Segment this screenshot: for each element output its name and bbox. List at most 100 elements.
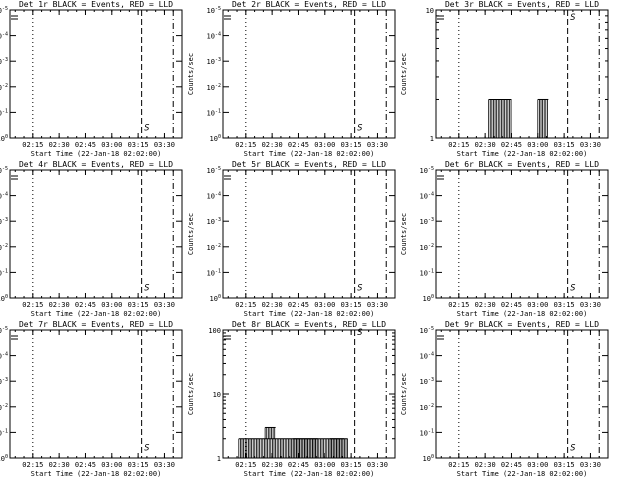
x-tick-label: 02:30	[262, 141, 283, 149]
x-tick-label: 02:45	[288, 301, 309, 309]
panel-det-8: Det 8r BLACK = Events, RED = LLD Counts/s…	[187, 320, 396, 478]
x-tick-label: 03:30	[580, 461, 601, 469]
panel-det-2: Det 2r BLACK = Events, RED = LLD Counts/s…	[187, 0, 396, 158]
x-tick-label: 03:00	[527, 141, 548, 149]
x-tick-label: 03:00	[101, 301, 122, 309]
x-tick-label: 02:15	[235, 141, 256, 149]
panel-det-1: Det 1r BLACK = Events, RED = LLDCounts/s…	[0, 0, 183, 158]
y-tick-label: 1	[217, 455, 221, 463]
y-axis-label: Counts/sec	[187, 213, 195, 255]
y-tick-label: 10	[213, 391, 221, 399]
x-tick-label: 02:45	[288, 461, 309, 469]
plot-frame	[9, 9, 183, 139]
x-axis-label: Start Time (22-Jan-18 02:02:00)	[244, 310, 375, 318]
y-tick-label: 10	[426, 7, 434, 15]
y-tick-label: 100	[0, 294, 8, 303]
y-axis-label: Counts/sec	[400, 213, 408, 255]
panel-det-3: Det 3r BLACK = Events, RED = LLD Counts/s…	[400, 0, 609, 158]
x-tick-label: 03:15	[341, 461, 362, 469]
y-axis-label: Counts/sec	[400, 53, 408, 95]
plot-frame	[9, 329, 183, 459]
panel-title: Det 8r BLACK = Events, RED = LLD	[232, 320, 386, 329]
y-tick-label: 10-3	[207, 57, 221, 66]
y-tick-label: 10-3	[420, 377, 434, 386]
y-tick-label: 10-3	[0, 377, 8, 386]
panel-title: Det 9r BLACK = Events, RED = LLD	[445, 320, 599, 329]
x-axis-label: Start Time (22-Jan-18 02:02:00)	[31, 150, 162, 158]
y-tick-label: 10-5	[0, 6, 8, 15]
x-tick-label: 02:45	[288, 141, 309, 149]
panel-title: Det 4r BLACK = Events, RED = LLD	[19, 160, 173, 169]
y-tick-label: 10-2	[207, 83, 221, 92]
y-tick-label: 10-1	[0, 428, 8, 437]
x-tick-label: 03:30	[367, 461, 388, 469]
x-axis-label: Start Time (22-Jan-18 02:02:00)	[457, 470, 588, 478]
saa-marker-label: S	[357, 123, 363, 133]
x-tick-label: 02:45	[501, 141, 522, 149]
y-tick-label: 10-4	[0, 32, 8, 41]
x-tick-label: 02:15	[448, 141, 469, 149]
x-tick-label: 02:15	[235, 301, 256, 309]
panel-title: Det 7r BLACK = Events, RED = LLD	[19, 320, 173, 329]
x-tick-label: 03:15	[128, 141, 149, 149]
x-tick-label: 03:15	[554, 301, 575, 309]
x-tick-label: 02:15	[448, 461, 469, 469]
x-tick-label: 03:30	[154, 141, 175, 149]
y-tick-label: 10-2	[0, 83, 8, 92]
y-tick-label: 10-5	[420, 166, 434, 175]
y-tick-label: 10-4	[420, 192, 434, 201]
plot-frame	[435, 329, 609, 459]
saa-marker-label: S	[144, 443, 150, 453]
y-tick-label: 10-4	[420, 352, 434, 361]
y-tick-label: 10-2	[0, 403, 8, 412]
panel-title: Det 5r BLACK = Events, RED = LLD	[232, 160, 386, 169]
y-tick-label: 10-1	[0, 108, 8, 117]
y-tick-label: 10-4	[0, 352, 8, 361]
x-axis-label: Start Time (22-Jan-18 02:02:00)	[457, 150, 588, 158]
x-tick-label: 03:00	[101, 461, 122, 469]
x-tick-label: 02:30	[49, 461, 70, 469]
x-tick-label: 02:30	[475, 301, 496, 309]
plot-frame	[435, 169, 609, 299]
saa-marker-label: S	[357, 283, 363, 293]
saa-marker-label: S	[144, 123, 150, 133]
x-tick-label: 03:00	[527, 301, 548, 309]
plot-frame	[9, 169, 183, 299]
x-tick-label: 03:15	[341, 301, 362, 309]
saa-marker-label: S	[570, 13, 576, 23]
x-tick-label: 03:30	[367, 141, 388, 149]
y-tick-label: 100	[210, 294, 221, 303]
x-tick-label: 03:00	[314, 141, 335, 149]
y-tick-label: 10-2	[0, 243, 8, 252]
saa-marker-label: S	[144, 283, 150, 293]
y-axis-label: Counts/sec	[400, 373, 408, 415]
x-tick-label: 02:30	[262, 301, 283, 309]
y-tick-label: 100	[208, 327, 221, 335]
plot-frame	[222, 9, 396, 139]
x-tick-label: 02:30	[475, 461, 496, 469]
x-tick-label: 02:30	[262, 461, 283, 469]
y-tick-label: 10-5	[207, 6, 221, 15]
y-tick-label: 10-1	[420, 428, 434, 437]
saa-marker-label: S	[570, 283, 576, 293]
x-axis-label: Start Time (22-Jan-18 02:02:00)	[244, 470, 375, 478]
x-tick-label: 03:30	[367, 301, 388, 309]
x-tick-label: 02:45	[75, 461, 96, 469]
x-tick-label: 03:30	[580, 141, 601, 149]
y-axis-label: Counts/sec	[187, 53, 195, 95]
x-tick-label: 02:45	[75, 141, 96, 149]
y-tick-label: 10-1	[0, 268, 8, 277]
x-tick-label: 02:30	[475, 141, 496, 149]
panel-det-6: Det 6r BLACK = Events, RED = LLD Counts/s…	[400, 160, 609, 318]
panel-det-5: Det 5r BLACK = Events, RED = LLD Counts/s…	[187, 160, 396, 318]
y-tick-label: 10-5	[420, 326, 434, 335]
plot-frame	[435, 9, 609, 139]
panel-title: Det 3r BLACK = Events, RED = LLD	[445, 0, 599, 9]
y-tick-label: 10-3	[207, 217, 221, 226]
y-tick-label: 10-4	[207, 32, 221, 41]
x-tick-label: 03:15	[554, 461, 575, 469]
x-tick-label: 03:30	[580, 301, 601, 309]
x-tick-label: 03:00	[527, 461, 548, 469]
x-tick-label: 03:00	[314, 461, 335, 469]
y-tick-label: 10-1	[207, 108, 221, 117]
